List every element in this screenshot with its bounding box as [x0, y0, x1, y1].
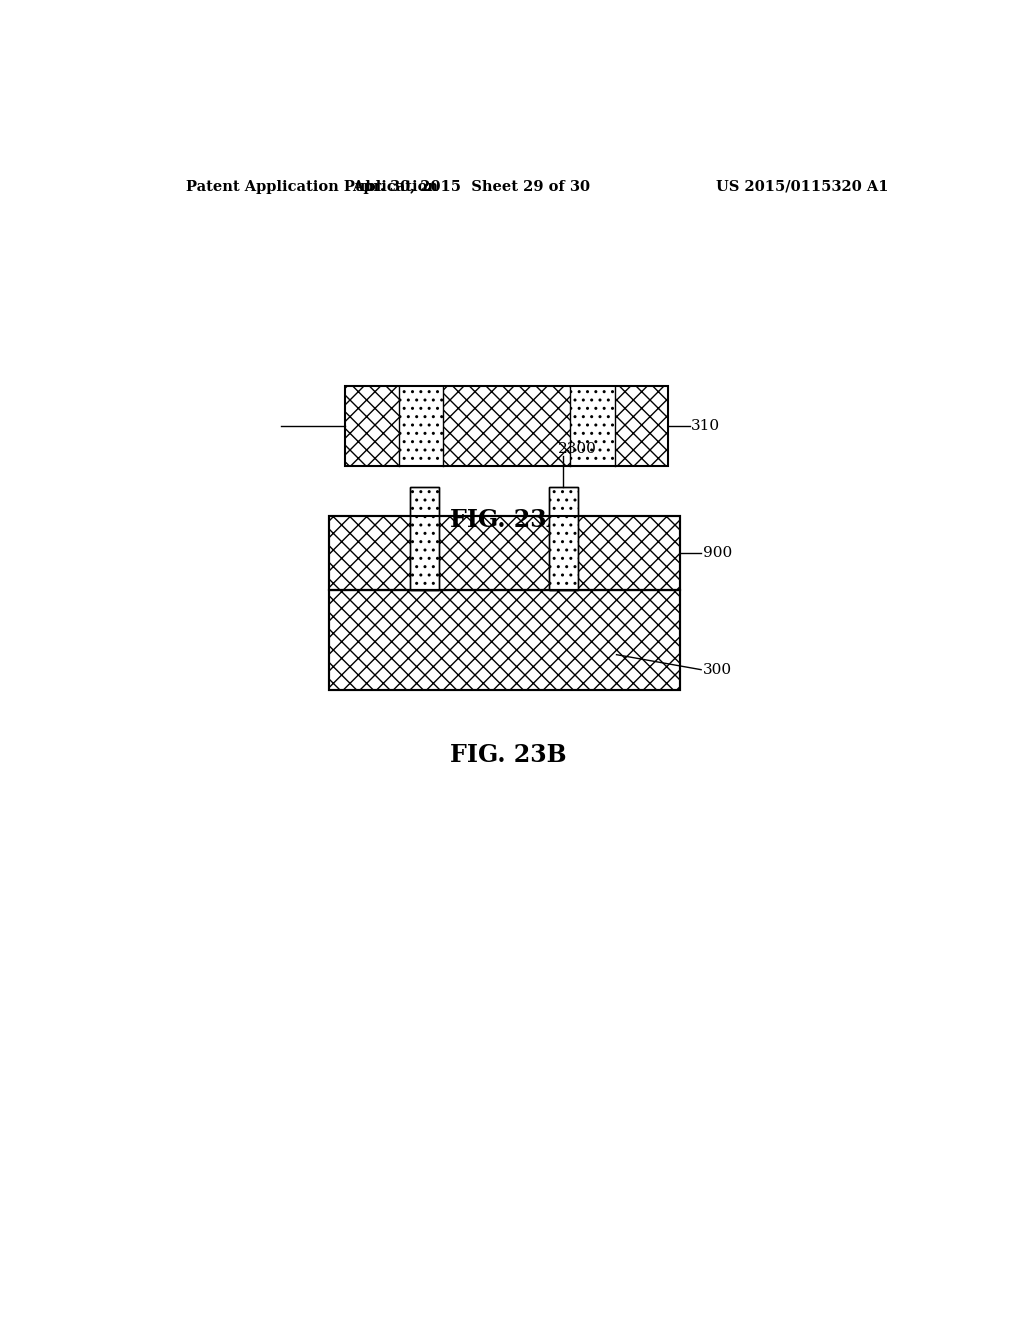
Text: Apr. 30, 2015  Sheet 29 of 30: Apr. 30, 2015 Sheet 29 of 30: [352, 180, 590, 194]
Text: 900: 900: [702, 546, 732, 560]
Text: 310: 310: [691, 418, 720, 433]
Text: US 2015/0115320 A1: US 2015/0115320 A1: [716, 180, 888, 194]
Bar: [330, 516, 680, 590]
Bar: [570, 385, 614, 466]
Text: FIG. 23B: FIG. 23B: [450, 743, 566, 767]
Bar: [398, 385, 443, 466]
Bar: [410, 487, 439, 590]
Text: Patent Application Publication: Patent Application Publication: [186, 180, 438, 194]
Bar: [549, 487, 578, 590]
Bar: [330, 516, 680, 590]
Bar: [614, 385, 668, 466]
Bar: [330, 590, 680, 689]
Bar: [410, 487, 439, 590]
Text: 300: 300: [702, 663, 732, 677]
Bar: [549, 516, 578, 590]
Text: 2300: 2300: [558, 442, 597, 455]
Bar: [345, 385, 398, 466]
Bar: [443, 385, 570, 466]
Text: FIG. 23A: FIG. 23A: [451, 508, 565, 532]
Bar: [330, 590, 680, 689]
Bar: [345, 385, 668, 466]
Bar: [549, 487, 578, 590]
Bar: [410, 516, 439, 590]
